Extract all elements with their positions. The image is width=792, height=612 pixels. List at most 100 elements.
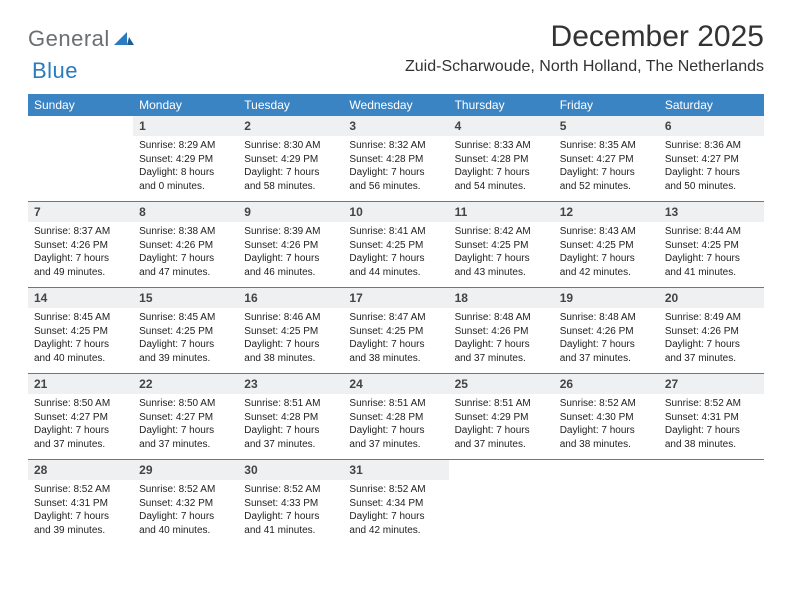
calendar-day-cell: 2Sunrise: 8:30 AMSunset: 4:29 PMDaylight… [238,116,343,202]
day-content: Sunrise: 8:52 AMSunset: 4:31 PMDaylight:… [28,480,133,545]
weekday-header: Thursday [449,94,554,116]
day-content: Sunrise: 8:35 AMSunset: 4:27 PMDaylight:… [554,136,659,201]
calendar-page: General December 2025 Zuid-Scharwoude, N… [0,0,792,565]
calendar-day-cell: 27Sunrise: 8:52 AMSunset: 4:31 PMDayligh… [659,374,764,460]
day-number: 5 [554,116,659,136]
day-content: Sunrise: 8:45 AMSunset: 4:25 PMDaylight:… [28,308,133,373]
day-number: 17 [343,288,448,308]
day-content: Sunrise: 8:52 AMSunset: 4:32 PMDaylight:… [133,480,238,545]
day-content: Sunrise: 8:39 AMSunset: 4:26 PMDaylight:… [238,222,343,287]
day-number: 9 [238,202,343,222]
day-number: 12 [554,202,659,222]
day-number: 2 [238,116,343,136]
day-content: Sunrise: 8:46 AMSunset: 4:25 PMDaylight:… [238,308,343,373]
day-number: 30 [238,460,343,480]
calendar-day-cell: 16Sunrise: 8:46 AMSunset: 4:25 PMDayligh… [238,288,343,374]
calendar-day-cell: 11Sunrise: 8:42 AMSunset: 4:25 PMDayligh… [449,202,554,288]
calendar-table: SundayMondayTuesdayWednesdayThursdayFrid… [28,94,764,545]
logo-mark-icon [114,28,134,51]
calendar-week-row: 14Sunrise: 8:45 AMSunset: 4:25 PMDayligh… [28,288,764,374]
calendar-day-cell: 31Sunrise: 8:52 AMSunset: 4:34 PMDayligh… [343,460,448,546]
day-number: 24 [343,374,448,394]
calendar-day-cell: 12Sunrise: 8:43 AMSunset: 4:25 PMDayligh… [554,202,659,288]
weekday-header: Wednesday [343,94,448,116]
weekday-header: Friday [554,94,659,116]
calendar-body: - 1Sunrise: 8:29 AMSunset: 4:29 PMDaylig… [28,116,764,545]
day-number: 29 [133,460,238,480]
logo: General [28,26,136,52]
calendar-day-cell: - [28,116,133,202]
calendar-day-cell: 23Sunrise: 8:51 AMSunset: 4:28 PMDayligh… [238,374,343,460]
calendar-week-row: 21Sunrise: 8:50 AMSunset: 4:27 PMDayligh… [28,374,764,460]
day-number: 10 [343,202,448,222]
weekday-header: Sunday [28,94,133,116]
calendar-day-cell: 20Sunrise: 8:49 AMSunset: 4:26 PMDayligh… [659,288,764,374]
day-number: 21 [28,374,133,394]
calendar-day-cell: 1Sunrise: 8:29 AMSunset: 4:29 PMDaylight… [133,116,238,202]
calendar-week-row: - 1Sunrise: 8:29 AMSunset: 4:29 PMDaylig… [28,116,764,202]
weekday-header: Saturday [659,94,764,116]
calendar-day-cell: 22Sunrise: 8:50 AMSunset: 4:27 PMDayligh… [133,374,238,460]
day-content: Sunrise: 8:51 AMSunset: 4:28 PMDaylight:… [238,394,343,459]
day-content: Sunrise: 8:37 AMSunset: 4:26 PMDaylight:… [28,222,133,287]
calendar-day-cell: 5Sunrise: 8:35 AMSunset: 4:27 PMDaylight… [554,116,659,202]
calendar-day-cell: 26Sunrise: 8:52 AMSunset: 4:30 PMDayligh… [554,374,659,460]
day-number: 3 [343,116,448,136]
day-content: Sunrise: 8:44 AMSunset: 4:25 PMDaylight:… [659,222,764,287]
day-number: 31 [343,460,448,480]
day-number: 11 [449,202,554,222]
calendar-week-row: 28Sunrise: 8:52 AMSunset: 4:31 PMDayligh… [28,460,764,546]
calendar-day-cell: 8Sunrise: 8:38 AMSunset: 4:26 PMDaylight… [133,202,238,288]
calendar-head: SundayMondayTuesdayWednesdayThursdayFrid… [28,94,764,116]
calendar-day-cell: 9Sunrise: 8:39 AMSunset: 4:26 PMDaylight… [238,202,343,288]
day-number: 7 [28,202,133,222]
calendar-day-cell: 14Sunrise: 8:45 AMSunset: 4:25 PMDayligh… [28,288,133,374]
calendar-day-cell: 6Sunrise: 8:36 AMSunset: 4:27 PMDaylight… [659,116,764,202]
calendar-day-cell: 18Sunrise: 8:48 AMSunset: 4:26 PMDayligh… [449,288,554,374]
day-content: Sunrise: 8:33 AMSunset: 4:28 PMDaylight:… [449,136,554,201]
calendar-day-cell: 7Sunrise: 8:37 AMSunset: 4:26 PMDaylight… [28,202,133,288]
day-content: Sunrise: 8:52 AMSunset: 4:34 PMDaylight:… [343,480,448,545]
calendar-day-cell: 19Sunrise: 8:48 AMSunset: 4:26 PMDayligh… [554,288,659,374]
calendar-day-cell: 17Sunrise: 8:47 AMSunset: 4:25 PMDayligh… [343,288,448,374]
day-content: Sunrise: 8:29 AMSunset: 4:29 PMDaylight:… [133,136,238,201]
day-content: Sunrise: 8:30 AMSunset: 4:29 PMDaylight:… [238,136,343,201]
calendar-day-cell: 28Sunrise: 8:52 AMSunset: 4:31 PMDayligh… [28,460,133,546]
calendar-day-cell: 10Sunrise: 8:41 AMSunset: 4:25 PMDayligh… [343,202,448,288]
day-number: 4 [449,116,554,136]
calendar-day-cell: 30Sunrise: 8:52 AMSunset: 4:33 PMDayligh… [238,460,343,546]
logo-text-blue: Blue [32,58,78,84]
day-content: Sunrise: 8:42 AMSunset: 4:25 PMDaylight:… [449,222,554,287]
day-content: Sunrise: 8:38 AMSunset: 4:26 PMDaylight:… [133,222,238,287]
day-number: 20 [659,288,764,308]
day-number: 13 [659,202,764,222]
day-number: 15 [133,288,238,308]
day-number: 25 [449,374,554,394]
day-content: Sunrise: 8:36 AMSunset: 4:27 PMDaylight:… [659,136,764,201]
day-number: 28 [28,460,133,480]
day-number: 27 [659,374,764,394]
day-number: 23 [238,374,343,394]
calendar-day-cell: 13Sunrise: 8:44 AMSunset: 4:25 PMDayligh… [659,202,764,288]
day-content: Sunrise: 8:49 AMSunset: 4:26 PMDaylight:… [659,308,764,373]
day-number: 16 [238,288,343,308]
calendar-day-cell: 25Sunrise: 8:51 AMSunset: 4:29 PMDayligh… [449,374,554,460]
day-number: 6 [659,116,764,136]
logo-text-general: General [28,26,110,52]
day-content: Sunrise: 8:47 AMSunset: 4:25 PMDaylight:… [343,308,448,373]
day-number: 26 [554,374,659,394]
calendar-day-cell: 4Sunrise: 8:33 AMSunset: 4:28 PMDaylight… [449,116,554,202]
day-content: Sunrise: 8:32 AMSunset: 4:28 PMDaylight:… [343,136,448,201]
day-content: Sunrise: 8:52 AMSunset: 4:31 PMDaylight:… [659,394,764,459]
day-number: 1 [133,116,238,136]
weekday-header: Monday [133,94,238,116]
day-number: 22 [133,374,238,394]
calendar-day-cell: - [449,460,554,546]
day-content: Sunrise: 8:52 AMSunset: 4:33 PMDaylight:… [238,480,343,545]
calendar-day-cell: - [554,460,659,546]
calendar-day-cell: 15Sunrise: 8:45 AMSunset: 4:25 PMDayligh… [133,288,238,374]
calendar-day-cell: 21Sunrise: 8:50 AMSunset: 4:27 PMDayligh… [28,374,133,460]
day-content: Sunrise: 8:41 AMSunset: 4:25 PMDaylight:… [343,222,448,287]
day-content: Sunrise: 8:51 AMSunset: 4:29 PMDaylight:… [449,394,554,459]
day-content: Sunrise: 8:51 AMSunset: 4:28 PMDaylight:… [343,394,448,459]
